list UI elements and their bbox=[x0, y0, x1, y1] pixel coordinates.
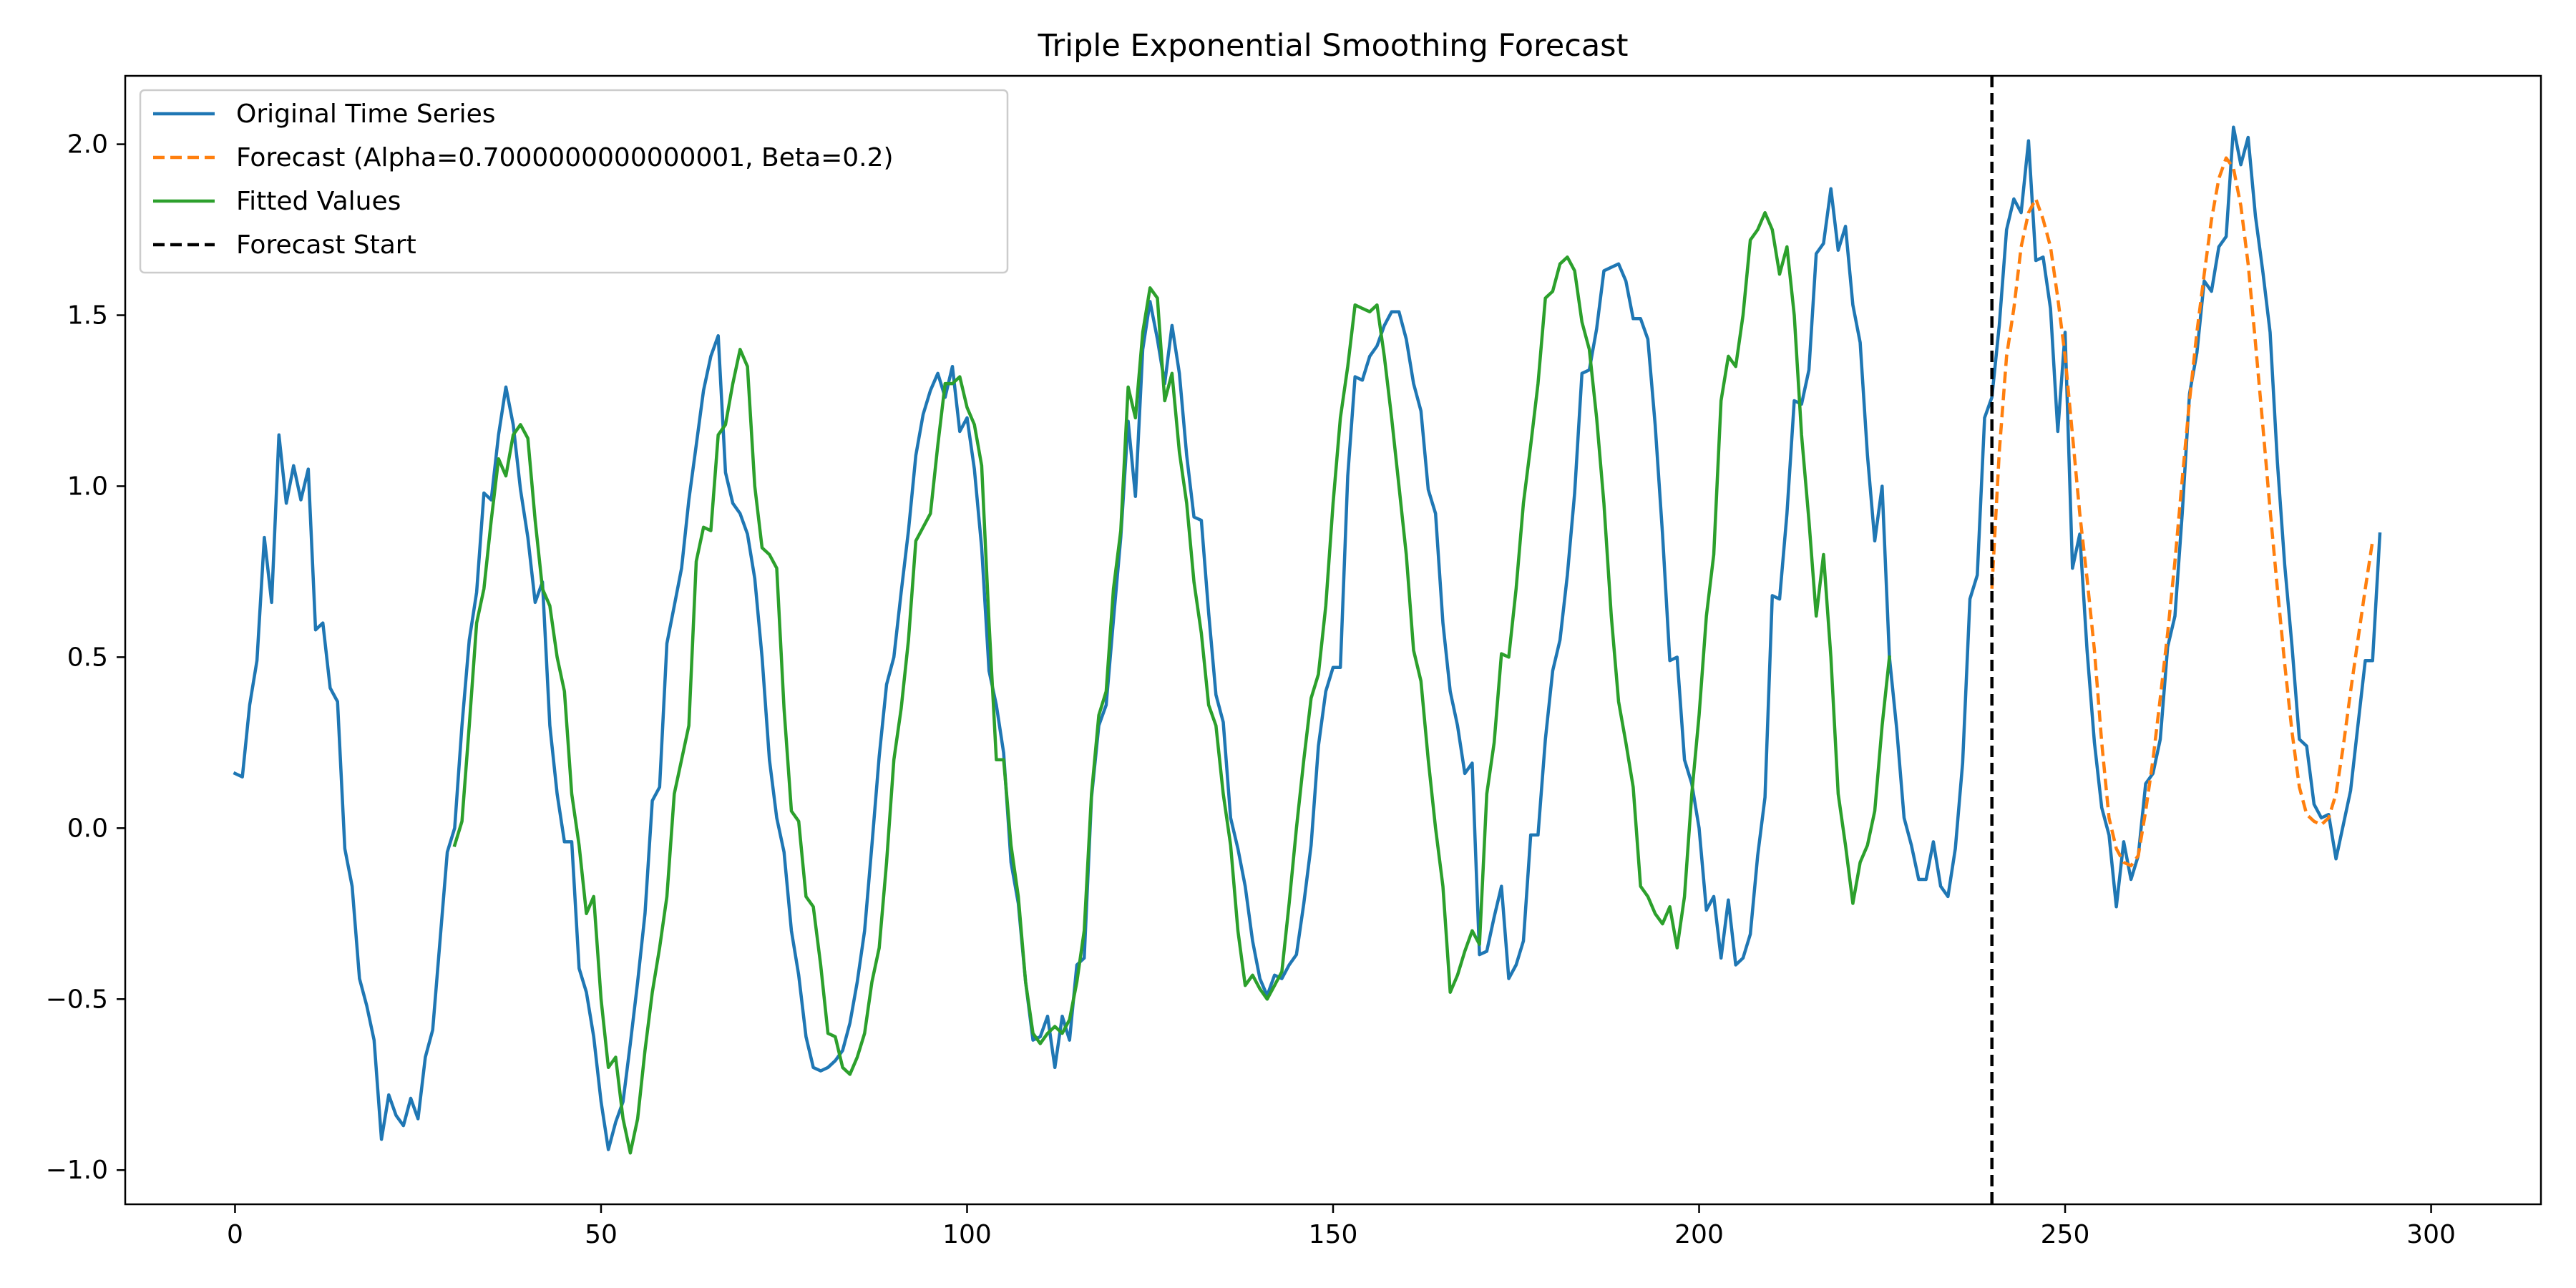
legend: Original Time Series Forecast (Alpha=0.70… bbox=[139, 89, 1009, 274]
ticks-layer: 0 50 100 150 200 250 300 −1.0 −0.5 0.0 0.5 1.0 1.5 2.… bbox=[46, 130, 2456, 1249]
y-tick-label: 1.0 bbox=[67, 472, 108, 501]
legend-label-original: Original Time Series bbox=[236, 99, 496, 129]
legend-label-fitted: Fitted Values bbox=[236, 187, 401, 216]
y-tick-label: 0.5 bbox=[67, 643, 108, 672]
x-tick-label: 100 bbox=[942, 1220, 992, 1249]
y-tick-label: 0.0 bbox=[67, 814, 108, 843]
legend-box bbox=[139, 89, 1009, 274]
x-tick-label: 200 bbox=[1674, 1220, 1724, 1249]
series-line-original bbox=[233, 125, 2382, 1151]
y-tick-label: −1.0 bbox=[46, 1156, 108, 1185]
x-tick-label: 150 bbox=[1309, 1220, 1358, 1249]
y-tick-label: −0.5 bbox=[46, 985, 108, 1014]
series-line-forecast bbox=[1990, 156, 2374, 868]
x-tick-label: 0 bbox=[227, 1220, 243, 1249]
series-line-fitted bbox=[452, 210, 1891, 1155]
chart-title: Triple Exponential Smoothing Forecast bbox=[1038, 28, 1629, 64]
x-tick-label: 250 bbox=[2041, 1220, 2090, 1249]
plot-frame bbox=[124, 74, 2542, 1206]
y-tick-label: 1.5 bbox=[67, 301, 108, 331]
y-tick-label: 2.0 bbox=[67, 130, 108, 160]
series-layer bbox=[233, 76, 2382, 1204]
legend-label-forecast-start: Forecast Start bbox=[236, 230, 416, 260]
x-tick-label: 50 bbox=[585, 1220, 618, 1249]
x-tick-label: 300 bbox=[2406, 1220, 2456, 1249]
legend-label-forecast: Forecast (Alpha=0.7000000000000001, Beta… bbox=[236, 143, 894, 172]
